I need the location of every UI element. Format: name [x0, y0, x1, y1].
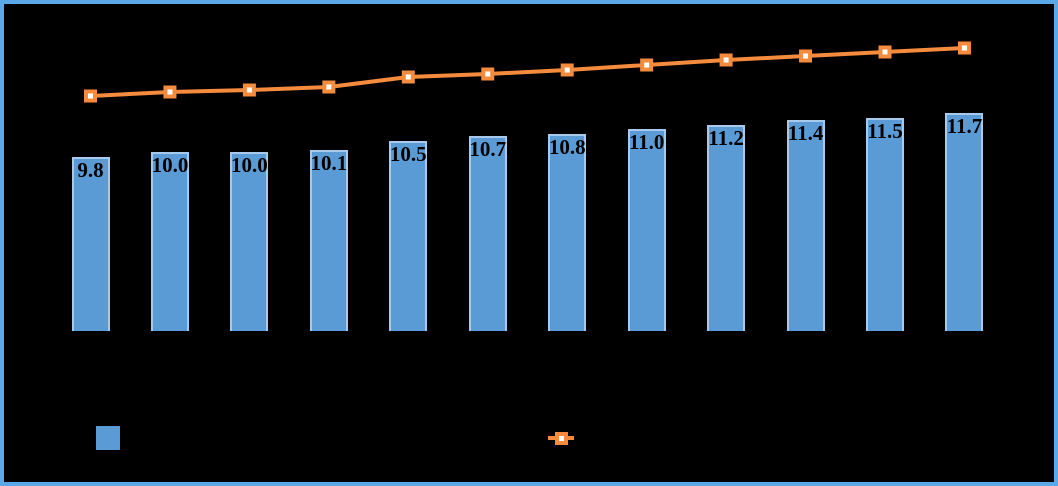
bar-value-label: 11.2	[708, 125, 744, 150]
bar-value-label: 11.0	[628, 130, 665, 155]
line-marker-icon	[640, 58, 654, 72]
line-marker-icon	[799, 49, 813, 63]
line-marker-icon	[719, 53, 733, 67]
line-marker-icon	[560, 63, 574, 77]
bar	[468, 136, 507, 331]
line-marker-icon	[878, 45, 892, 59]
line-marker-icon	[242, 83, 256, 97]
bar	[309, 150, 348, 331]
bar	[866, 117, 904, 331]
bar	[389, 140, 428, 331]
bar-value-label: 9.8	[77, 158, 104, 182]
bar-value-label: 10.7	[469, 137, 507, 162]
line-marker-icon	[401, 70, 415, 84]
line-marker-icon	[957, 41, 971, 55]
bar-value-label: 10.0	[151, 153, 189, 178]
bar-value-label: 11.7	[946, 113, 983, 138]
bar-value-label: 11.4	[787, 120, 824, 145]
line-marker-icon	[481, 67, 495, 81]
legend-line-marker-icon	[554, 431, 568, 445]
bar	[150, 152, 189, 331]
legend-line-marker-inner	[558, 435, 564, 441]
bar-value-label: 10.5	[389, 141, 427, 166]
trend-line	[90, 46, 965, 98]
line-marker-icon	[163, 85, 177, 99]
bar	[627, 129, 666, 331]
bar	[707, 124, 746, 331]
bar-value-label: 10.8	[548, 134, 586, 159]
bar	[786, 119, 825, 331]
bar	[548, 133, 587, 331]
line-marker-icon	[322, 80, 336, 94]
bar-value-label: 10.1	[310, 151, 348, 176]
legend-bar-swatch-icon	[96, 426, 120, 450]
bar	[230, 152, 269, 331]
bar	[71, 157, 110, 331]
line-marker-icon	[84, 89, 97, 103]
bar-value-label: 11.5	[867, 118, 903, 143]
bar	[945, 112, 984, 331]
bar-value-label: 10.0	[231, 153, 268, 178]
